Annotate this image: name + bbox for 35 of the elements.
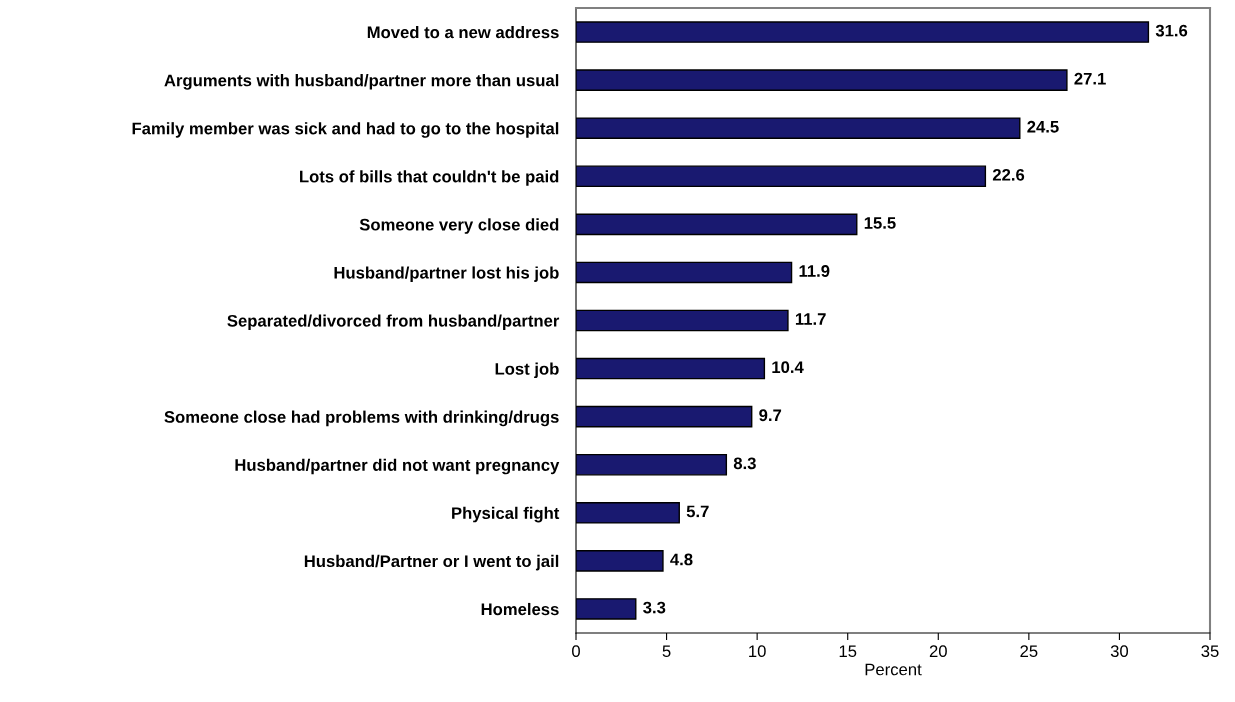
y-tick-label: Lots of bills that couldn't be paid bbox=[300, 170, 559, 186]
x-tick-label: 20 bbox=[929, 645, 947, 658]
x-tick-label: 10 bbox=[749, 645, 766, 658]
data-label: 27.1 bbox=[1074, 72, 1106, 85]
data-label: 10.4 bbox=[772, 361, 804, 374]
y-tick-label: Lost job bbox=[495, 362, 559, 379]
data-label: 5.7 bbox=[686, 505, 709, 518]
y-tick-label: Husband/partner did not want pregnancy bbox=[235, 458, 560, 475]
y-tick-label: Arguments with husband/partner more than usual bbox=[164, 74, 559, 90]
x-tick-label: 30 bbox=[1110, 645, 1129, 658]
x-tick-label: 35 bbox=[1201, 645, 1219, 658]
data-label: 11.7 bbox=[795, 313, 826, 325]
y-tick-label: Husband/partner lost his job bbox=[334, 266, 559, 282]
x-tick-label: 25 bbox=[1020, 645, 1038, 658]
x-tick-label: 15 bbox=[839, 645, 857, 658]
data-label: 24.5 bbox=[1027, 120, 1059, 133]
y-tick-label: Moved to a new address bbox=[367, 26, 559, 39]
data-label: 15.5 bbox=[864, 217, 896, 229]
y-tick-label: Husband/Partner or I went to jail bbox=[304, 554, 559, 571]
data-label: 4.8 bbox=[670, 553, 693, 566]
data-label: 8.3 bbox=[733, 457, 756, 470]
data-label: 11.9 bbox=[799, 265, 830, 277]
y-tick-label: Physical fight bbox=[452, 506, 560, 523]
x-tick-label: 0 bbox=[572, 645, 580, 658]
data-label: 22.6 bbox=[992, 168, 1025, 181]
data-label: 31.6 bbox=[1155, 24, 1188, 37]
data-label: 9.7 bbox=[759, 409, 782, 422]
y-tick-label: Someone close had problems with drinking/drugs bbox=[164, 410, 559, 427]
x-axis-title: Percent bbox=[865, 663, 922, 676]
x-tick-label: 5 bbox=[662, 645, 671, 658]
data-label: 3.3 bbox=[643, 601, 666, 614]
y-tick-label: Separated/divorced from husband/partner bbox=[227, 314, 560, 330]
y-tick-label: Homeless bbox=[481, 602, 559, 616]
y-tick-label: Family member was sick and had to go to the hospital bbox=[132, 122, 559, 138]
y-tick-label: Someone very close died bbox=[359, 218, 559, 234]
